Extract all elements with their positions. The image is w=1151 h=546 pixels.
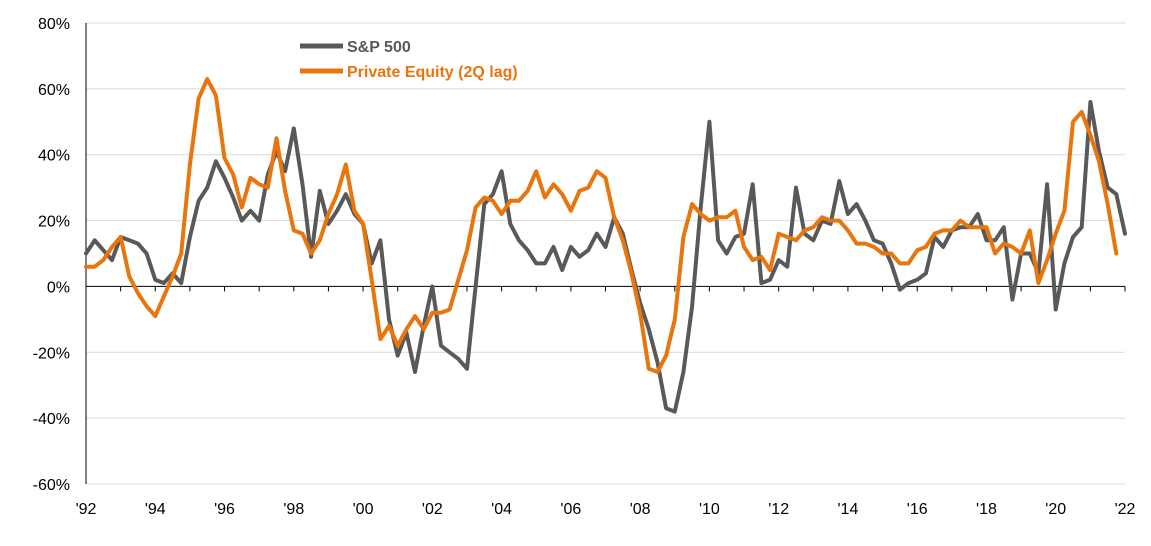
x-tick-label: '02 [422, 501, 443, 518]
legend: S&P 500 Private Equity (2Q lag) [300, 39, 518, 81]
y-tick-label: -20% [33, 345, 70, 362]
y-tick-label: 80% [38, 16, 70, 33]
y-tick-label: 20% [38, 214, 70, 231]
x-tick-label: '10 [699, 501, 720, 518]
series-line-private-equity [84, 77, 1119, 374]
y-tick-label: 60% [38, 82, 70, 99]
x-tick-label: '96 [214, 501, 235, 518]
y-tick-label: -40% [33, 411, 70, 428]
x-tick-label: '00 [353, 501, 374, 518]
legend-label-private-equity: Private Equity (2Q lag) [347, 64, 518, 81]
x-tick-label: '12 [768, 501, 789, 518]
y-tick-label: -60% [33, 477, 70, 494]
x-tick-label: '04 [491, 501, 512, 518]
x-axis: '92 '94 '96 '98 '00 '02 '04 '06 '08 '10 '12 '14 '16 '… [76, 285, 1136, 518]
x-tick-label: '08 [630, 501, 651, 518]
y-tick-label: 40% [38, 148, 70, 165]
x-tick-label: '98 [283, 501, 304, 518]
legend-label-sp500: S&P 500 [347, 39, 411, 56]
y-tick-label: 0% [47, 279, 70, 296]
gridlines [86, 22, 1125, 485]
x-tick-label: '20 [1045, 501, 1066, 518]
x-tick-label: '06 [560, 501, 581, 518]
x-tick-label: '16 [907, 501, 928, 518]
x-tick-label: '14 [838, 501, 859, 518]
x-tick-label: '18 [976, 501, 997, 518]
x-tick-label: '94 [145, 501, 166, 518]
x-tick-label: '92 [76, 501, 97, 518]
series-line-sp500 [84, 100, 1127, 414]
x-tick-label: '22 [1115, 501, 1136, 518]
y-axis: -60% -40% -20% 0% 20% 40% 60% 80% [33, 16, 87, 494]
series-lines [84, 77, 1127, 414]
